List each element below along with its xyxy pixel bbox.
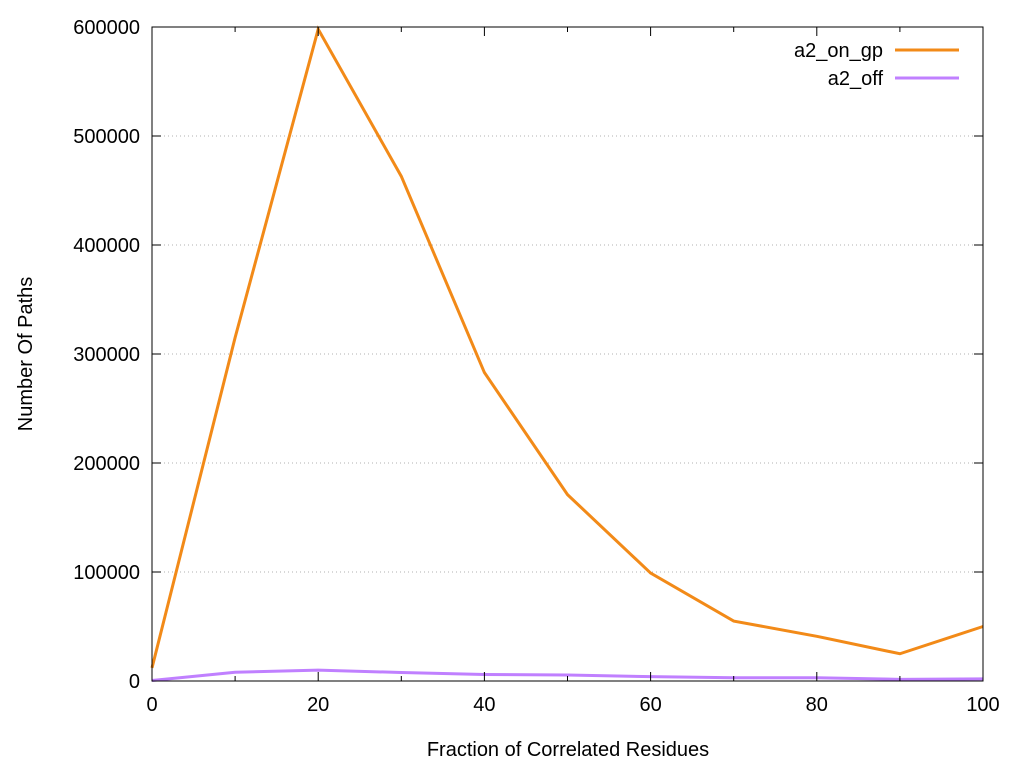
legend-item-a2_on_gp: a2_on_gp [794, 40, 959, 62]
x-tick-label: 40 [473, 694, 495, 716]
y-tick-label: 400000 [73, 235, 140, 257]
y-axis-label: Number Of Paths [15, 277, 37, 432]
series-layer [152, 29, 983, 680]
legend: a2_on_gp a2_off [794, 40, 959, 90]
x-tick-label: 20 [307, 694, 329, 716]
legend-label: a2_off [828, 68, 884, 90]
y-tick-label: 300000 [73, 344, 140, 366]
x-tick-label: 100 [966, 694, 999, 716]
x-tick-label: 60 [639, 694, 661, 716]
legend-label: a2_on_gp [794, 40, 883, 62]
y-tick-label: 100000 [73, 562, 140, 584]
x-axis-label: Fraction of Correlated Residues [427, 739, 709, 761]
legend-item-a2_off: a2_off [828, 68, 959, 90]
grid-layer [152, 136, 983, 572]
tick-layer: 0 100000 200000 300000 400000 500000 600000 0 20… [73, 17, 999, 716]
y-tick-label: 600000 [73, 17, 140, 39]
y-tick-label: 200000 [73, 453, 140, 475]
y-tick-label: 500000 [73, 126, 140, 148]
x-tick-label: 0 [146, 694, 157, 716]
x-tick-label: 80 [806, 694, 828, 716]
y-tick-label: 0 [129, 671, 140, 693]
